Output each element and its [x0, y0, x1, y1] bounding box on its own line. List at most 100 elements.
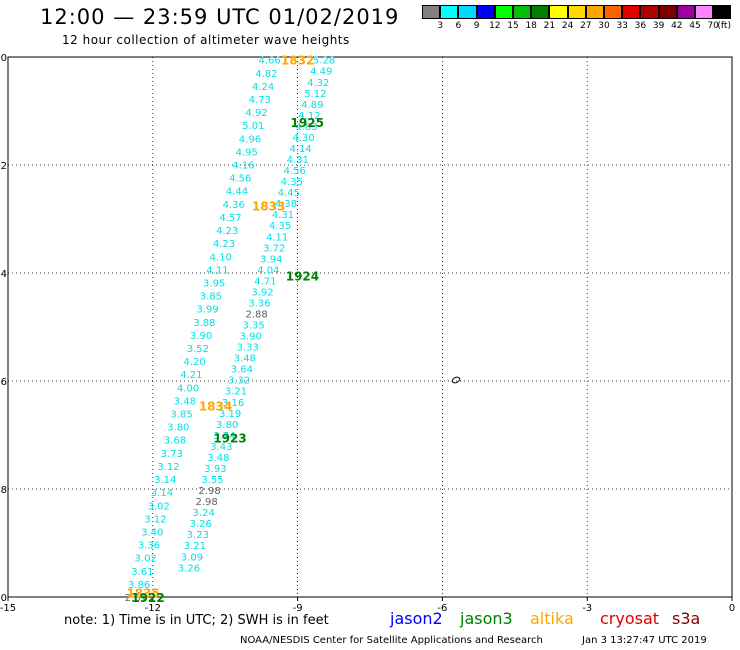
credit-line: NOAA/NESDIS Center for Satellite Applica…	[240, 635, 543, 646]
wave-height-label-altika: 4.96	[239, 134, 261, 145]
color-swatch	[658, 5, 677, 19]
grid-lines	[7, 56, 733, 598]
color-swatch	[604, 5, 623, 19]
color-scale-label: 6	[455, 21, 462, 31]
wave-height-label-jason3: 3.43	[210, 442, 232, 453]
mission-jason2: jason2	[390, 609, 443, 628]
wave-height-label-jason3: 3.48	[207, 453, 229, 464]
color-swatch	[567, 5, 586, 19]
wave-height-label-jason3: 4.12	[298, 111, 320, 122]
color-swatch	[531, 5, 550, 19]
color-swatch	[549, 5, 568, 19]
wave-height-label-jason3: 2.88	[245, 310, 267, 321]
x-tick-label: -3	[582, 603, 592, 614]
wave-height-label-jason3: 4.14	[290, 144, 312, 155]
wave-height-label-jason3: 3.72	[263, 243, 285, 254]
render-date: Jan 3 13:27:47 UTC 2019	[582, 635, 707, 646]
color-swatch	[585, 5, 604, 19]
wave-height-label-altika: 3.68	[164, 436, 186, 447]
color-scale-label: 39	[652, 21, 665, 31]
color-swatch	[476, 5, 495, 19]
wave-height-label-jason3: 3.21	[225, 387, 247, 398]
color-scale-label: 18	[525, 21, 537, 31]
y-tick-label: -14	[0, 269, 7, 280]
wave-height-label-altika: 3.85	[170, 410, 192, 421]
wave-height-label-altika: 3.48	[174, 396, 196, 407]
wave-height-label-jason3: 4.31	[287, 155, 309, 166]
wave-height-label-jason3: 4.30	[292, 133, 314, 144]
wave-height-label-altika: 4.56	[229, 174, 251, 185]
wave-height-label-jason3: 2.98	[198, 486, 220, 497]
wave-height-label-altika: 4.66	[258, 56, 280, 67]
pass-time-label: 1834	[199, 399, 232, 413]
color-scale-label: 3	[437, 21, 444, 31]
color-scale-label: 70	[707, 21, 719, 31]
wave-height-label-jason3: 3.80	[216, 420, 238, 431]
wave-height-label-jason3: 4.35	[269, 221, 291, 232]
color-swatch	[713, 5, 732, 19]
wave-height-label-altika: 4.92	[245, 108, 267, 119]
wave-height-label-jason3: 4.31	[272, 210, 294, 221]
small-island-mark	[451, 376, 461, 384]
color-scale-label: 36	[634, 21, 647, 31]
color-scale-label: 24	[561, 21, 574, 31]
color-scale-label: 33	[616, 21, 628, 31]
wave-height-label-jason3: 5.12	[304, 89, 326, 100]
wave-height-label-jason3: 4.45	[278, 188, 300, 199]
color-scale-label: 27	[580, 21, 592, 31]
wave-height-label-altika: 4.44	[226, 187, 248, 198]
color-scale-label: 21	[543, 21, 556, 31]
mission-altika: altika	[530, 609, 574, 628]
wave-height-label-jason3: 4.89	[301, 100, 323, 111]
pass-time-label: 1925	[291, 116, 324, 130]
wave-height-label-altika: 4.24	[252, 82, 274, 93]
x-tick-label: 0	[729, 603, 735, 614]
wave-height-label-altika: 3.40	[141, 527, 163, 538]
color-swatch	[440, 5, 459, 19]
wave-height-label-jason3: 3.26	[178, 563, 200, 574]
mission-jason3: jason3	[460, 609, 513, 628]
x-tick-label: -15	[0, 603, 16, 614]
wave-height-label-altika: 3.88	[193, 318, 215, 329]
wave-height-label-altika: 3.86	[128, 580, 150, 591]
y-tick-label: -10	[0, 53, 7, 64]
color-scale-legend: 3 6 9 12 15 18 21 24 27 30 33 36 39 42 45 70 (ft)	[422, 5, 732, 35]
wave-height-label-altika: 2.61	[125, 593, 147, 604]
wave-height-label-jason3: 3.74	[213, 431, 235, 442]
wave-height-label-altika: 4.11	[206, 265, 228, 276]
pass-time-label: 1922	[131, 591, 164, 605]
wave-height-label-jason3: 2.98	[195, 497, 217, 508]
wave-height-label-jason3: 3.24	[193, 508, 215, 519]
wave-height-label-altika: 5.01	[242, 121, 264, 132]
footnote: note: 1) Time is in UTC; 2) SWH is in fe…	[64, 613, 329, 628]
wave-height-label-altika: 4.16	[232, 161, 254, 172]
color-scale-label: 12	[489, 21, 501, 31]
pass-time-label: 1833	[252, 200, 285, 214]
color-scale-label: 45	[689, 21, 701, 31]
wave-height-label-altika: 3.02	[135, 554, 157, 565]
wave-height-label-jason3: 3.35	[243, 321, 265, 332]
x-tick-label: -6	[437, 603, 447, 614]
wave-height-label-jason3: 4.04	[257, 265, 279, 276]
color-scale-label: 9	[473, 21, 480, 31]
wave-height-label-altika: 3.02	[148, 501, 170, 512]
wave-height-label-jason3: 3.33	[237, 343, 259, 354]
wave-height-label-altika: 3.90	[190, 331, 212, 342]
wave-height-label-altika: 3.73	[161, 449, 183, 460]
color-scale-label: 15	[507, 21, 519, 31]
wave-height-label-altika: 4.36	[223, 200, 245, 211]
wave-height-label-altika: 4.23	[213, 239, 235, 250]
wave-height-label-jason3: 3.21	[184, 541, 206, 552]
wave-height-label-jason3: 3.36	[248, 298, 270, 309]
pass-time-label: 1924	[286, 270, 319, 284]
wave-height-label-altika: 4.57	[219, 213, 241, 224]
y-tick-label: -20	[0, 593, 7, 604]
pass-time-label: 1835	[126, 587, 159, 601]
pass-time-label: 1832	[281, 54, 314, 68]
wave-height-label-altika: 3.85	[200, 292, 222, 303]
color-swatch	[640, 5, 659, 19]
pass-time-label: 1923	[213, 432, 246, 446]
y-tick-label: -16	[0, 377, 7, 388]
wave-height-label-jason3: 3.16	[222, 398, 244, 409]
